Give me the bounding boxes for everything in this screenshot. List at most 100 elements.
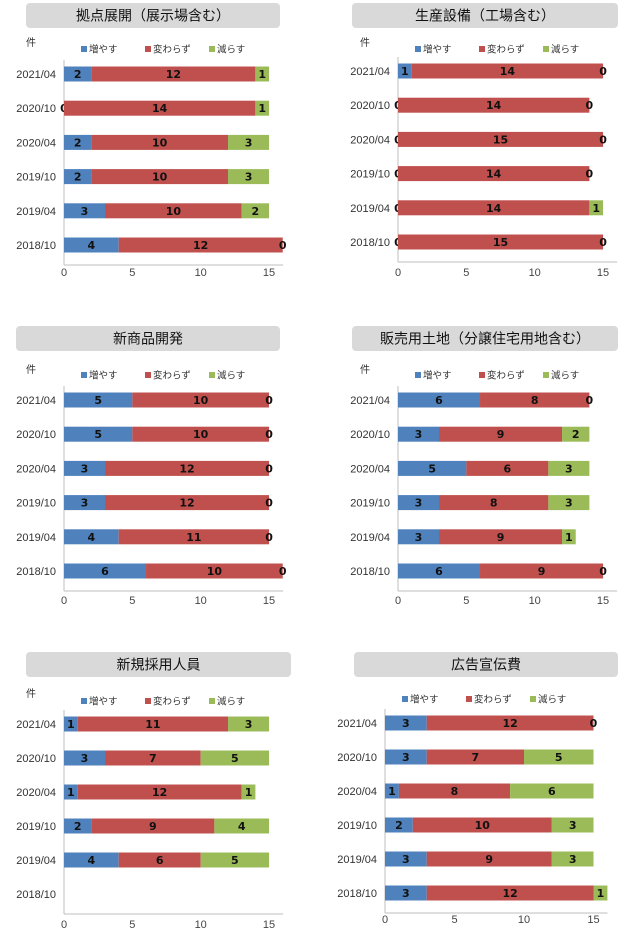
data-label: 14: [486, 99, 502, 112]
bar-segment: [398, 63, 412, 79]
bar-segment: [439, 495, 549, 511]
bar-segment: [132, 426, 270, 442]
legend-label: 減らす: [551, 44, 579, 56]
data-label: 0: [599, 236, 607, 249]
category-label: 2018/10: [350, 237, 390, 249]
legend-label: 減らす: [551, 370, 579, 382]
bar-segment: [480, 392, 590, 408]
data-label: 5: [94, 428, 102, 441]
x-tick-label: 10: [518, 914, 530, 926]
bar-segment: [64, 237, 119, 253]
data-label: 4: [238, 820, 246, 833]
legend-swatch: [543, 46, 549, 52]
chart-title-banner: [354, 652, 618, 677]
legend-swatch: [81, 46, 87, 52]
bar-segment: [241, 203, 270, 219]
bar-segment: [426, 749, 524, 765]
data-label: 3: [565, 497, 573, 510]
x-tick-label: 10: [195, 267, 207, 279]
bar-segment: [64, 750, 106, 766]
data-label: 3: [245, 171, 253, 184]
legend-label: 減らす: [217, 44, 245, 56]
bar-segment: [398, 200, 590, 216]
x-tick-label: 15: [263, 919, 275, 931]
data-label: 4: [88, 239, 96, 252]
data-label: 1: [388, 785, 396, 798]
data-label: 0: [586, 168, 594, 181]
bar-segment: [398, 234, 604, 250]
bar-segment: [480, 563, 604, 579]
data-label: 3: [402, 853, 410, 866]
category-label: 2019/10: [16, 498, 56, 510]
legend-label: 減らす: [538, 694, 566, 706]
bar-segment: [398, 166, 590, 182]
data-label: 14: [486, 202, 502, 215]
bar-segment: [412, 817, 552, 833]
unit-label: 件: [26, 364, 36, 376]
bar-segment: [105, 460, 270, 476]
category-label: 2019/04: [350, 203, 390, 215]
bar-segment: [398, 131, 604, 147]
category-label: 2020/10: [350, 100, 390, 112]
bar-segment: [426, 715, 594, 731]
legend-label: 増やす: [89, 696, 118, 708]
x-tick-label: 0: [61, 595, 67, 607]
data-label: 1: [592, 202, 600, 215]
chart-title-banner: [26, 652, 291, 677]
data-label: 0: [265, 462, 273, 475]
data-label: 0: [599, 565, 607, 578]
legend-label: 変わらず: [487, 44, 525, 56]
category-label: 2020/10: [16, 429, 56, 441]
category-label: 2018/10: [350, 566, 390, 578]
bar-segment: [398, 460, 467, 476]
category-label: 2020/04: [16, 137, 56, 149]
legend-swatch: [479, 372, 485, 378]
data-label: 12: [179, 462, 194, 475]
legend-swatch: [402, 696, 408, 702]
data-label: 0: [590, 717, 598, 730]
data-label: 14: [486, 168, 502, 181]
bar-segment: [398, 97, 590, 113]
category-label: 2019/04: [16, 206, 56, 218]
x-tick-label: 10: [195, 595, 207, 607]
bar-segment: [118, 529, 270, 545]
category-label: 2020/04: [16, 463, 56, 475]
bar-segment: [510, 783, 594, 799]
unit-label: 件: [26, 688, 36, 700]
data-label: 3: [565, 462, 573, 475]
x-tick-label: 5: [129, 267, 135, 279]
x-tick-label: 15: [263, 595, 275, 607]
bar-segment: [118, 852, 201, 868]
x-tick-label: 15: [597, 267, 609, 279]
chart-title: 生産設備（工場含む）: [415, 9, 555, 25]
data-label: 3: [402, 751, 410, 764]
x-tick-label: 10: [195, 919, 207, 931]
data-label: 3: [402, 887, 410, 900]
data-label: 5: [94, 394, 102, 407]
bar-segment: [105, 203, 242, 219]
data-label: 3: [245, 718, 253, 731]
category-label: 2020/04: [350, 463, 390, 475]
data-label: 12: [166, 68, 181, 81]
bar-segment: [551, 851, 594, 867]
category-label: 2020/04: [337, 786, 377, 798]
data-label: 10: [152, 136, 168, 149]
bar-segment: [548, 460, 590, 476]
data-label: 11: [145, 718, 160, 731]
legend-swatch: [145, 46, 151, 52]
legend-label: 増やす: [423, 44, 452, 56]
bar-segment: [64, 134, 92, 150]
bar-segment: [398, 529, 440, 545]
x-tick-label: 5: [463, 595, 469, 607]
legend-label: 増やす: [423, 370, 452, 382]
legend-swatch: [543, 372, 549, 378]
data-label: 3: [81, 752, 89, 765]
data-label: 1: [258, 102, 266, 115]
data-label: 3: [415, 531, 423, 544]
bar-segment: [64, 563, 147, 579]
data-label: 15: [493, 133, 508, 146]
chart-title-banner: [26, 3, 280, 28]
category-label: 2021/04: [16, 395, 56, 407]
data-label: 5: [231, 854, 239, 867]
